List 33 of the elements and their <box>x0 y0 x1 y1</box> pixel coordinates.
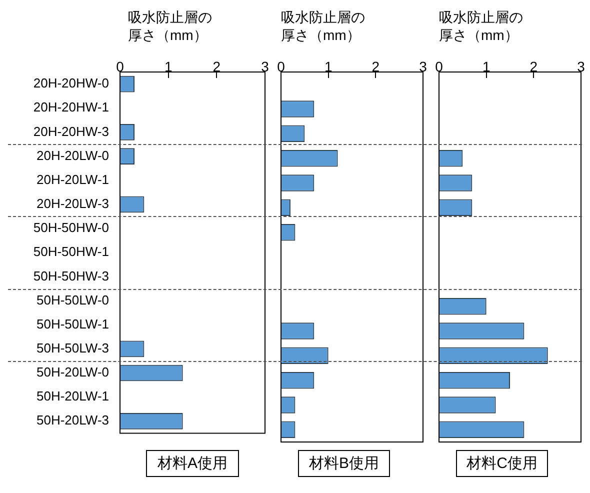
y-tick-label: 20H-20LW-3 <box>36 196 109 212</box>
x-tick-label: 0 <box>277 58 286 74</box>
x-tick-label: 2 <box>212 58 221 74</box>
y-tick-label: 20H-20HW-1 <box>33 100 109 115</box>
y-tick-label: 50H-20LW-3 <box>36 412 109 428</box>
x-tick-label: 1 <box>324 58 332 74</box>
text: 材料A使用 <box>146 450 238 477</box>
y-tick-label: 20H-20HW-0 <box>33 76 109 91</box>
y-tick-label: 50H-50HW-1 <box>33 244 109 260</box>
x-tick-label: 1 <box>164 58 172 74</box>
x-tick-label: 1 <box>482 58 490 74</box>
x-tick-label: 0 <box>435 58 444 74</box>
x-axis-title: 吸水防止層の厚さ（mm） <box>281 8 366 44</box>
x-axis-title: 吸水防止層の厚さ（mm） <box>439 8 524 44</box>
y-tick-label: 20H-20HW-3 <box>33 124 109 139</box>
y-tick-label: 50H-20LW-1 <box>36 388 109 404</box>
x-tick-label: 3 <box>261 58 270 74</box>
x-axis-title: 吸水防止層の厚さ（mm） <box>128 8 213 44</box>
y-tick-label: 20H-20LW-0 <box>36 148 109 163</box>
x-tick-label: 3 <box>577 58 586 74</box>
x-tick-label: 3 <box>419 58 428 74</box>
text: 材料B使用 <box>298 450 390 477</box>
y-tick-label: 50H-50HW-0 <box>33 220 109 236</box>
y-tick-label: 50H-20LW-0 <box>36 364 109 380</box>
x-tick-label: 2 <box>372 58 380 74</box>
y-tick-label: 50H-50LW-3 <box>36 340 109 356</box>
y-tick-label: 50H-50LW-1 <box>36 316 109 332</box>
x-tick-label: 0 <box>116 58 124 74</box>
text: 材料C使用 <box>456 450 548 477</box>
y-tick-label: 50H-50HW-3 <box>33 268 109 284</box>
y-tick-label: 50H-50LW-0 <box>36 292 109 308</box>
y-tick-label: 20H-20LW-1 <box>36 172 109 187</box>
x-tick-label: 2 <box>530 58 538 74</box>
